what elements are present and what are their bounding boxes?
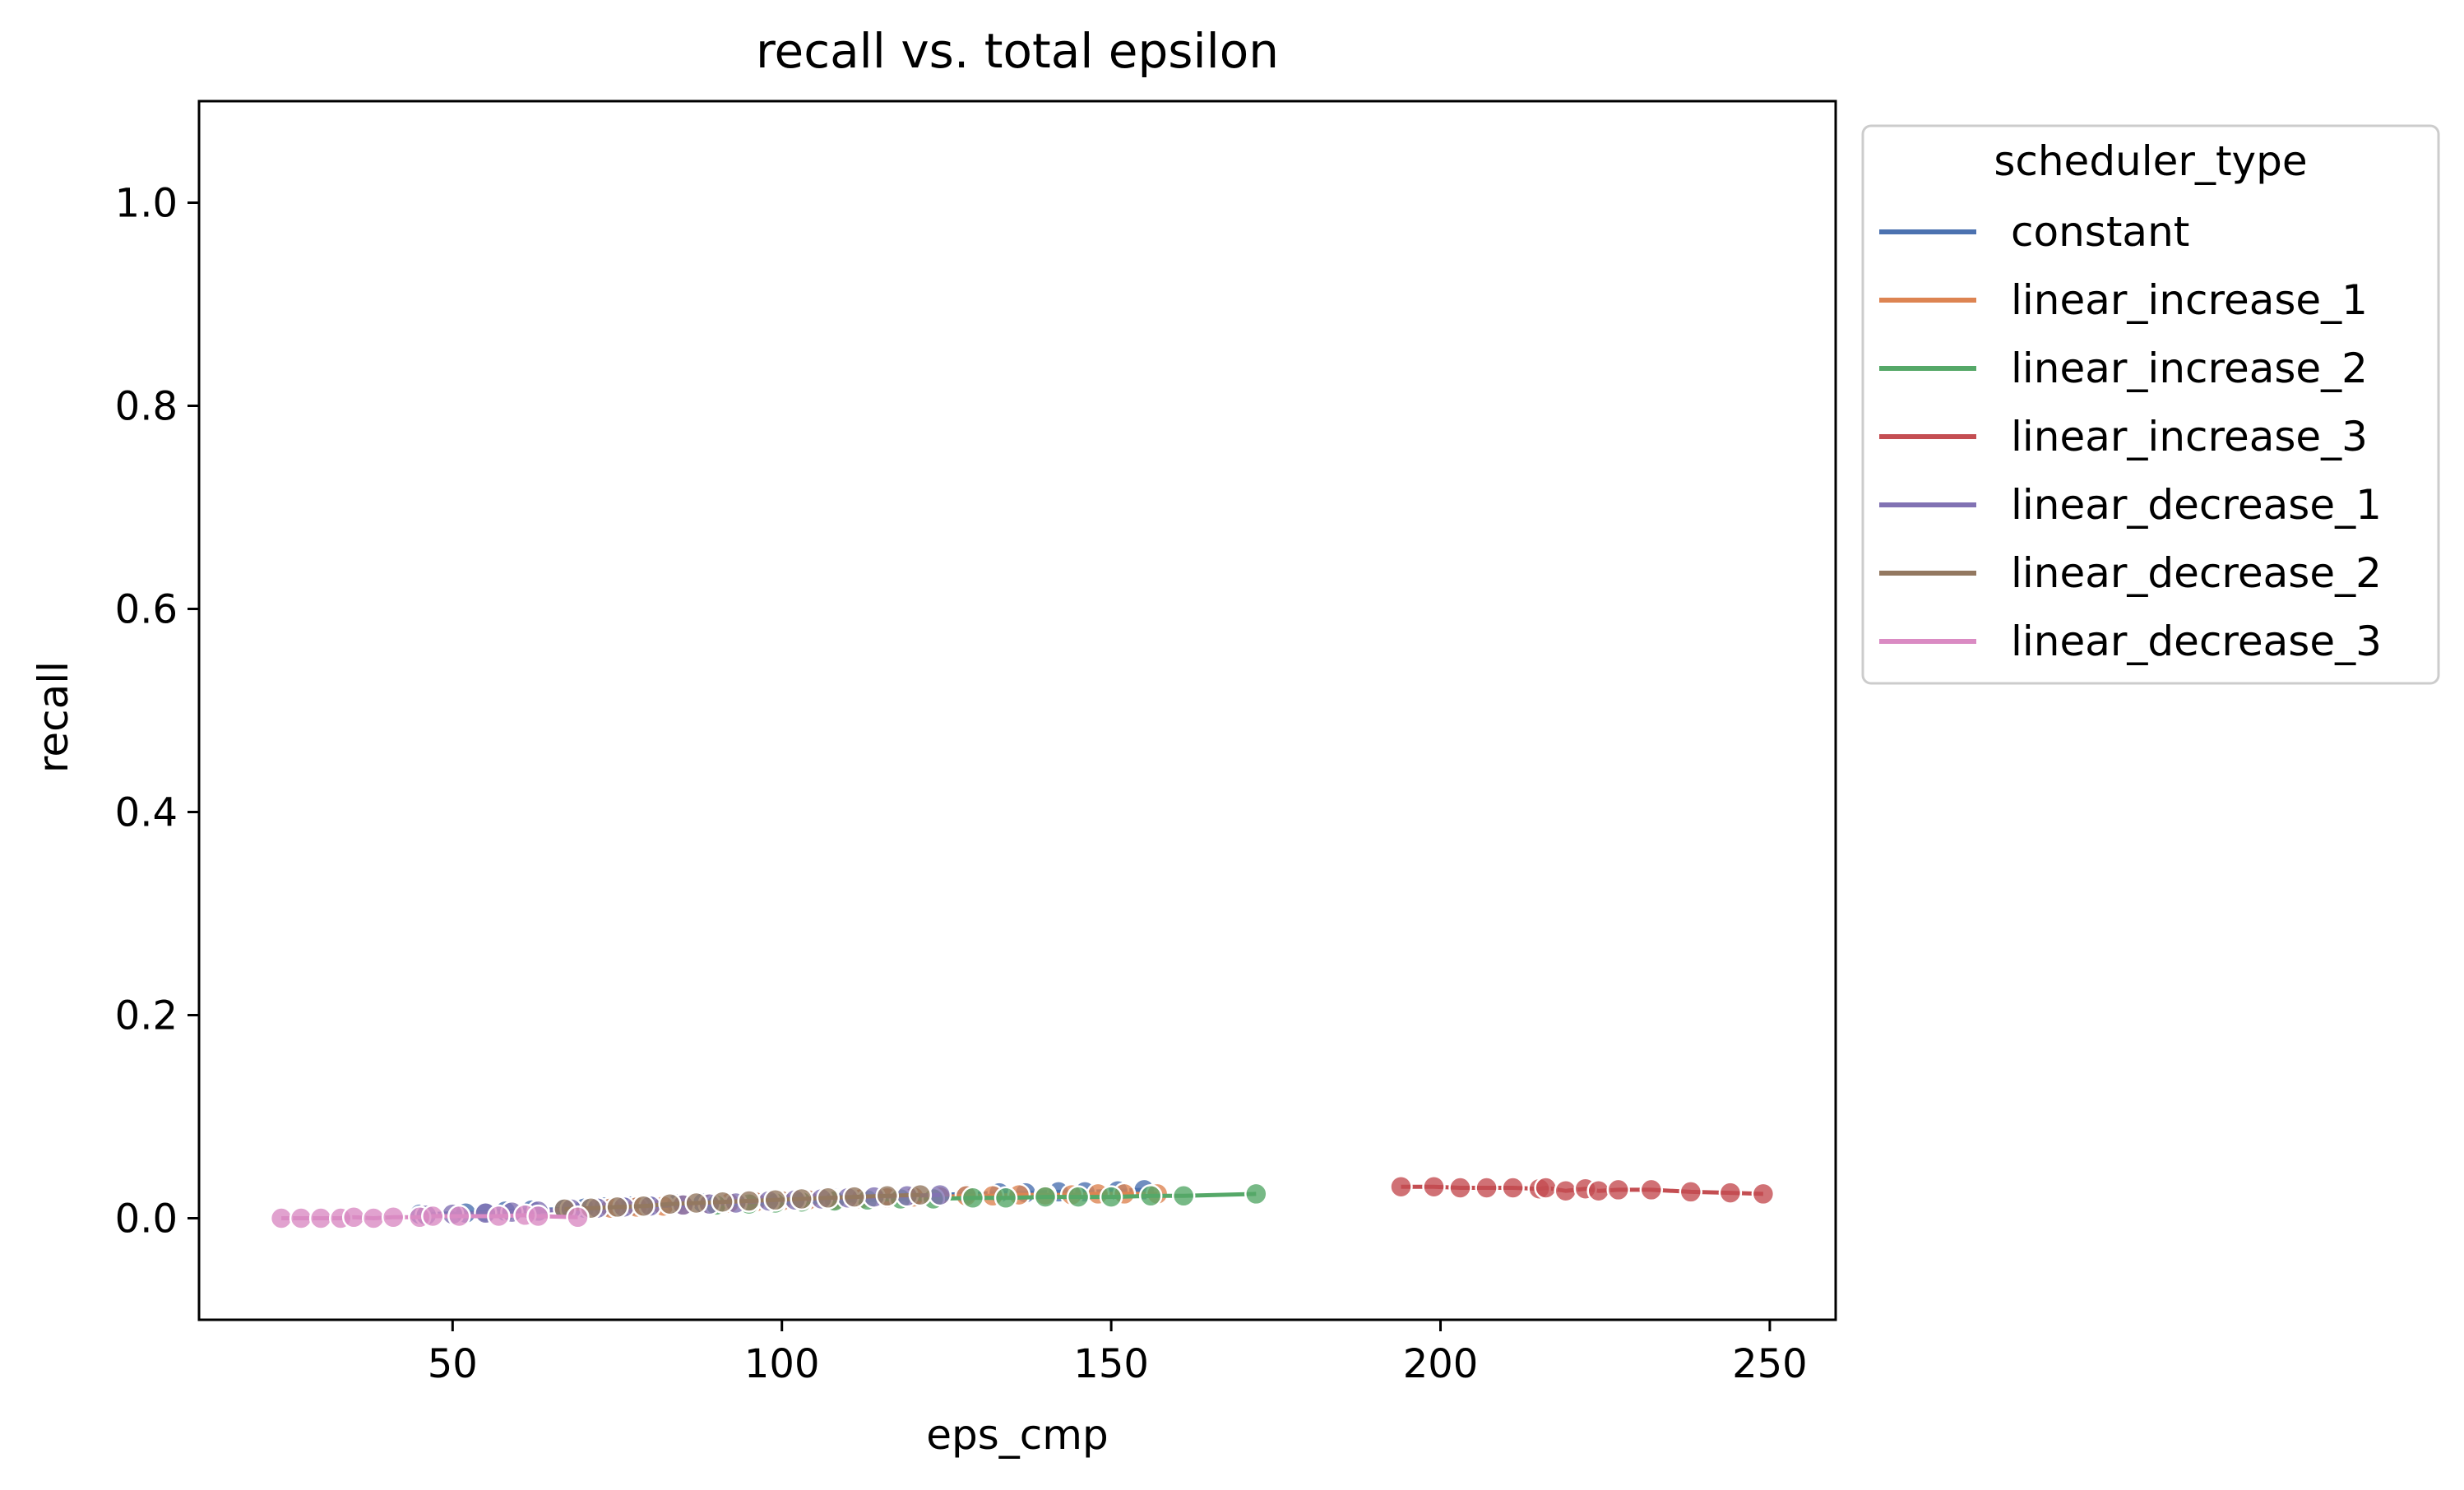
data-point	[1244, 1182, 1268, 1206]
legend-title: scheduler_type	[1994, 137, 2307, 185]
data-point	[605, 1195, 629, 1219]
data-point	[1751, 1182, 1776, 1206]
data-point	[684, 1191, 708, 1215]
data-point	[1422, 1174, 1446, 1199]
data-point	[308, 1206, 333, 1230]
data-point	[658, 1192, 682, 1216]
data-point	[928, 1182, 952, 1207]
data-point	[341, 1205, 366, 1229]
data-point	[993, 1186, 1018, 1210]
data-point	[361, 1206, 386, 1230]
data-point	[526, 1204, 550, 1229]
x-tick-label: 100	[744, 1341, 820, 1387]
data-point	[1475, 1176, 1498, 1200]
x-tick-label: 150	[1073, 1341, 1149, 1387]
legend: scheduler_type constant linear_increase_1…	[1861, 124, 2440, 685]
data-point	[1448, 1176, 1472, 1200]
legend-label: linear_decrease_1	[2011, 481, 2382, 529]
data-point	[1639, 1178, 1664, 1202]
data-point	[1138, 1184, 1163, 1208]
data-point	[961, 1186, 985, 1210]
data-point	[842, 1185, 867, 1209]
data-point	[421, 1204, 445, 1229]
data-point	[289, 1206, 313, 1230]
data-point	[566, 1205, 590, 1229]
data-point	[1534, 1176, 1558, 1200]
chart-title: recall vs. total epsilon	[756, 23, 1279, 79]
data-point	[1389, 1174, 1413, 1199]
data-point	[908, 1182, 933, 1207]
legend-label: linear_decrease_2	[2011, 549, 2382, 597]
series-linear-decrease-2	[553, 1182, 933, 1221]
y-tick-label: 0.2	[115, 993, 178, 1039]
plot-area	[269, 1174, 1776, 1230]
x-tick-label: 200	[1403, 1341, 1479, 1387]
series-linear-increase-3	[1389, 1174, 1776, 1206]
series-linear-decrease-3	[269, 1203, 590, 1230]
data-point	[1033, 1185, 1058, 1209]
y-axis-ticks: 0.0 0.2 0.4 0.6 0.8 1.0	[115, 181, 199, 1242]
legend-label: linear_increase_2	[2011, 345, 2368, 392]
data-point	[1586, 1178, 1610, 1203]
data-point	[875, 1184, 900, 1208]
data-point	[1554, 1178, 1577, 1203]
data-point	[447, 1204, 471, 1229]
data-point	[1606, 1178, 1630, 1202]
data-point	[816, 1186, 841, 1210]
data-point	[1171, 1184, 1196, 1208]
data-point	[737, 1189, 761, 1213]
x-tick-label: 50	[428, 1341, 478, 1387]
data-point	[711, 1190, 734, 1214]
legend-label: constant	[2011, 208, 2189, 256]
data-point	[790, 1187, 813, 1211]
data-point	[269, 1206, 294, 1230]
y-tick-label: 0.0	[115, 1196, 178, 1242]
legend-label: linear_increase_1	[2011, 276, 2368, 324]
plot-frame	[197, 99, 1837, 1321]
data-point	[1718, 1181, 1743, 1205]
data-point	[487, 1204, 511, 1229]
data-point	[381, 1205, 405, 1229]
y-tick-label: 0.6	[115, 587, 178, 633]
y-tick-label: 0.4	[115, 790, 178, 836]
y-tick-label: 1.0	[115, 181, 178, 227]
x-tick-label: 250	[1732, 1341, 1808, 1387]
legend-entries: constant linear_increase_1 linear_increase…	[1879, 208, 2382, 665]
y-tick-label: 0.8	[115, 384, 178, 430]
legend-label: linear_decrease_3	[2011, 618, 2382, 665]
data-point	[1679, 1180, 1703, 1204]
y-axis-label: recall	[30, 661, 77, 773]
data-point	[1099, 1185, 1123, 1209]
data-point	[632, 1194, 655, 1218]
legend-frame	[1861, 124, 2440, 685]
x-axis-label: eps_cmp	[926, 1411, 1108, 1459]
data-point	[1066, 1185, 1091, 1209]
data-point	[1501, 1176, 1525, 1200]
legend-label: linear_increase_3	[2011, 413, 2368, 460]
data-point	[763, 1188, 787, 1212]
x-axis-ticks: 50 100 150 200 250	[428, 1320, 1808, 1387]
